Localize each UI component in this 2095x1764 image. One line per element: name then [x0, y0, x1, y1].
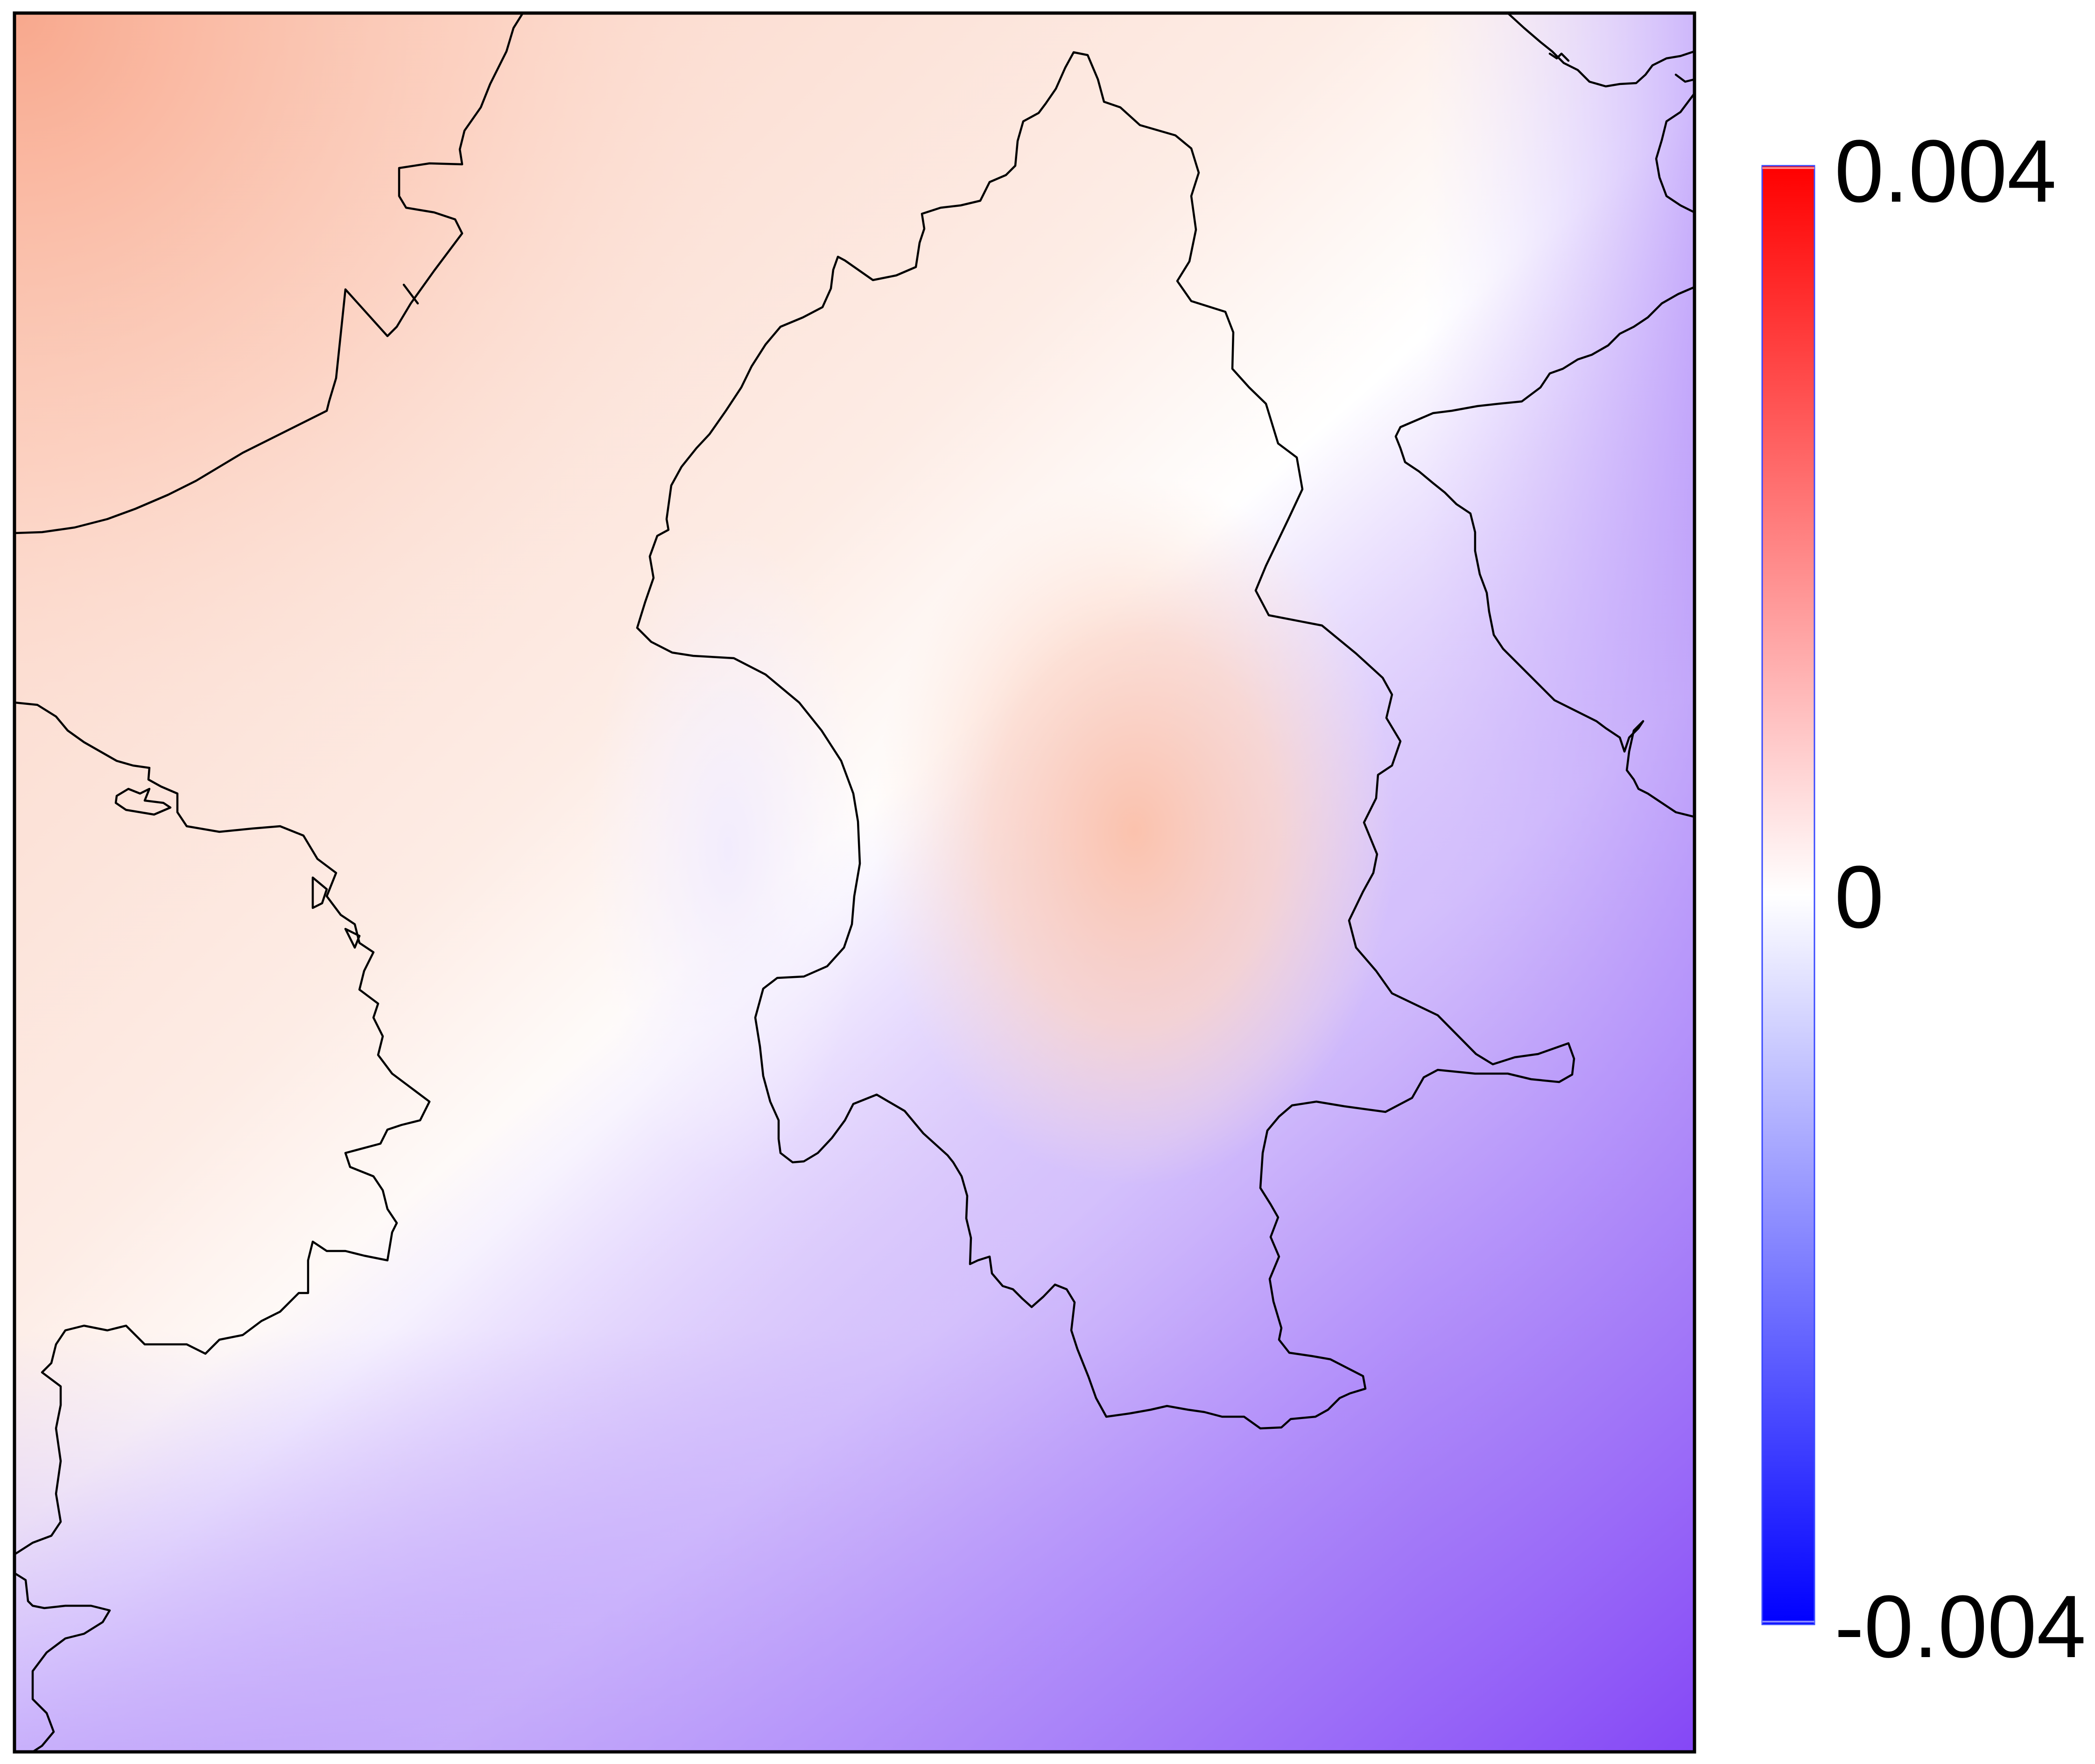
- boundary-east-peninsula: [1655, 92, 1694, 214]
- boundary-lines: [14, 13, 1694, 1752]
- boundary-northwest: [14, 13, 524, 534]
- value-field: [14, 13, 1694, 1752]
- colorbar-tick-label-max: 0.004: [1835, 122, 2056, 221]
- colorbar-tick-label-min: -0.004: [1835, 1577, 2086, 1676]
- boundary-west: [14, 701, 431, 1556]
- boundary-northeast-coast: [1506, 13, 1694, 88]
- boundary-northwest-spur: [402, 283, 419, 305]
- colorbar-tick-label-zero: 0: [1835, 848, 1884, 947]
- boundary-northeast-inlet: [1548, 52, 1694, 83]
- map-area[interactable]: [14, 13, 1694, 1752]
- boundary-west-islets: [114, 787, 361, 949]
- boundary-central-region: [636, 51, 1575, 1430]
- map-frame: [13, 11, 1696, 1754]
- colorbar-scale: [1761, 165, 1815, 1625]
- colorbar: 0.004 0 -0.004: [1761, 122, 2086, 1676]
- boundary-southwest: [14, 1572, 111, 1752]
- boundary-east: [1394, 286, 1694, 818]
